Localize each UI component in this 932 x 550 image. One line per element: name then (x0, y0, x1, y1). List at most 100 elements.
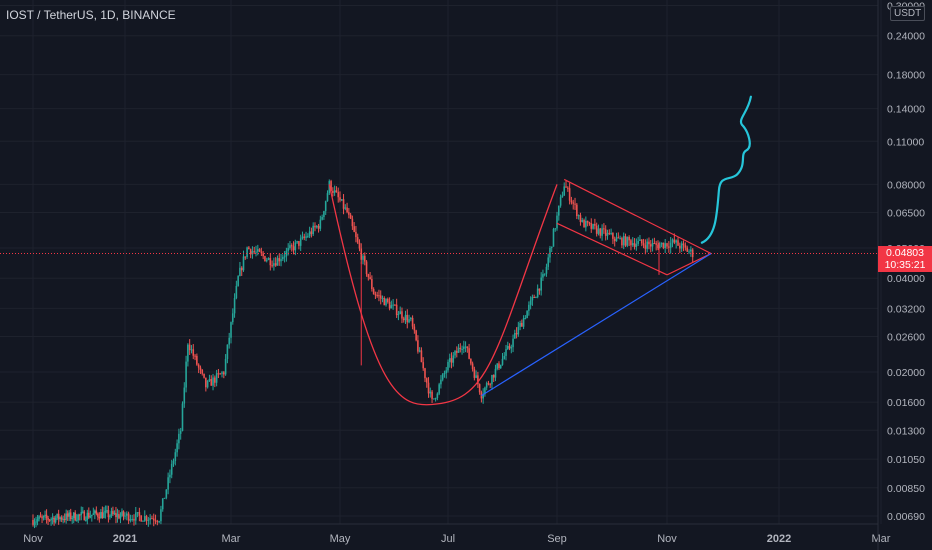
candle-body (303, 236, 306, 238)
candle-body (54, 517, 57, 523)
candle-body (219, 373, 222, 375)
candle-body (133, 518, 135, 521)
candle-body (468, 348, 470, 359)
candle-body (390, 305, 393, 309)
candle-body (640, 239, 643, 244)
candle-body (621, 238, 623, 246)
candle-body (94, 510, 96, 514)
candle-body (381, 297, 384, 299)
candle-body (492, 374, 495, 378)
y-tick-label: 0.01050 (887, 454, 925, 466)
candle-body (454, 351, 456, 356)
candle-body (547, 257, 550, 267)
candle-body (662, 242, 665, 249)
candle-body (35, 521, 37, 523)
candle-body (601, 228, 603, 236)
candle-body (450, 358, 453, 363)
candle-body (248, 247, 250, 250)
candle-body (646, 241, 648, 249)
candle-body (181, 403, 184, 431)
y-tick-label: 0.02000 (887, 367, 925, 379)
candle-body (113, 512, 116, 514)
candle-body (612, 233, 614, 239)
candle-body (104, 510, 107, 513)
candle-body (190, 349, 193, 351)
candle-body (278, 258, 281, 262)
candle-body (431, 391, 433, 399)
candle-body (65, 513, 67, 520)
candle-body (154, 520, 157, 522)
candle-body (274, 263, 277, 266)
candle-body (459, 347, 462, 350)
candle-body (51, 517, 54, 520)
candle-body (81, 511, 84, 513)
candle-body (536, 288, 539, 298)
candle-body (296, 241, 298, 243)
candle-body (315, 225, 318, 228)
candle-body (615, 237, 618, 242)
candle-body (97, 513, 99, 517)
candle-body (59, 517, 61, 520)
candle-body (332, 190, 334, 193)
candle-body (42, 516, 45, 518)
candle-body (273, 263, 275, 266)
candle-body (399, 311, 401, 315)
candle-body (312, 225, 314, 235)
candle-body (606, 232, 609, 236)
candle-body (255, 251, 257, 253)
candle-body (156, 521, 159, 523)
candle-body (44, 514, 46, 517)
candle-body (337, 192, 340, 198)
y-tick-label: 0.01300 (887, 425, 925, 437)
candle-body (466, 346, 469, 349)
candle-body (103, 512, 105, 519)
candle-body (77, 514, 80, 521)
candle-body (125, 513, 128, 516)
currency-badge[interactable]: USDT (890, 6, 926, 21)
candle-body (163, 497, 166, 499)
candle-body (71, 518, 74, 520)
candle-body (499, 364, 502, 369)
symbol-title: IOST / TetherUS, 1D, BINANCE (6, 8, 176, 22)
candle-body (408, 319, 410, 323)
candle-body (529, 300, 532, 305)
candle-body (122, 511, 125, 517)
candle-body (39, 516, 42, 518)
candle-body (691, 249, 694, 258)
candle-body (246, 247, 248, 257)
candle-body (576, 204, 578, 217)
candle-body (482, 394, 484, 399)
candle-body (74, 512, 77, 521)
candle-body (92, 513, 95, 515)
candle-body (62, 518, 64, 520)
candle-body (32, 519, 34, 525)
countdown-timer: 10:35:21 (884, 259, 926, 271)
y-tick-label: 0.24000 (887, 31, 925, 43)
candle-body (145, 516, 148, 521)
candle-body (522, 318, 525, 327)
candle-body (538, 288, 541, 291)
candle-body (427, 382, 430, 394)
candle-body (457, 347, 460, 353)
candle-body (664, 243, 666, 249)
y-tick-label: 0.00690 (887, 511, 925, 523)
candle-body (583, 220, 585, 228)
candle-body (116, 514, 119, 518)
candle-body (230, 322, 232, 338)
candle-body (635, 243, 638, 247)
candle-body (385, 298, 387, 306)
candle-body (471, 363, 474, 370)
candle-body (461, 348, 463, 350)
candle-body (608, 232, 611, 234)
y-tick-label: 0.14000 (887, 104, 925, 116)
candle-body (351, 218, 354, 227)
candle-body (675, 240, 677, 243)
candle-body (572, 202, 575, 204)
candle-body (47, 518, 49, 520)
candle-body (305, 236, 307, 238)
candle-body (269, 258, 272, 266)
candle-body (107, 510, 110, 518)
candle-body (223, 372, 225, 375)
candle-body (680, 243, 683, 249)
